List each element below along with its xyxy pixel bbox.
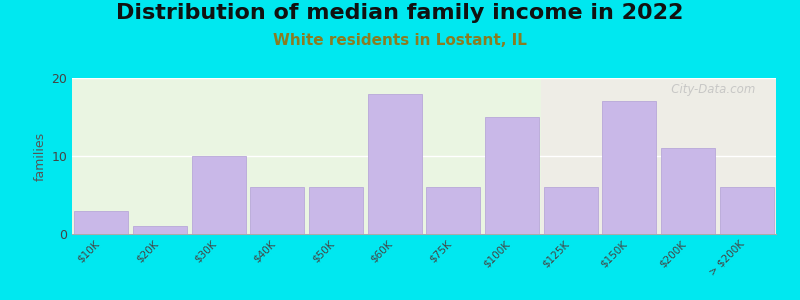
Text: White residents in Lostant, IL: White residents in Lostant, IL bbox=[273, 33, 527, 48]
Bar bbox=[602, 101, 656, 234]
Bar bbox=[661, 148, 715, 234]
Bar bbox=[542, 78, 776, 234]
Bar bbox=[544, 187, 598, 234]
Bar bbox=[133, 226, 187, 234]
Bar bbox=[720, 187, 774, 234]
Bar bbox=[309, 187, 363, 234]
Bar bbox=[368, 94, 422, 234]
Bar bbox=[250, 187, 304, 234]
Text: City-Data.com: City-Data.com bbox=[659, 83, 755, 96]
Bar bbox=[192, 156, 246, 234]
Bar bbox=[426, 187, 480, 234]
Text: Distribution of median family income in 2022: Distribution of median family income in … bbox=[116, 3, 684, 23]
Bar bbox=[74, 211, 128, 234]
Y-axis label: families: families bbox=[34, 131, 47, 181]
Bar bbox=[485, 117, 539, 234]
